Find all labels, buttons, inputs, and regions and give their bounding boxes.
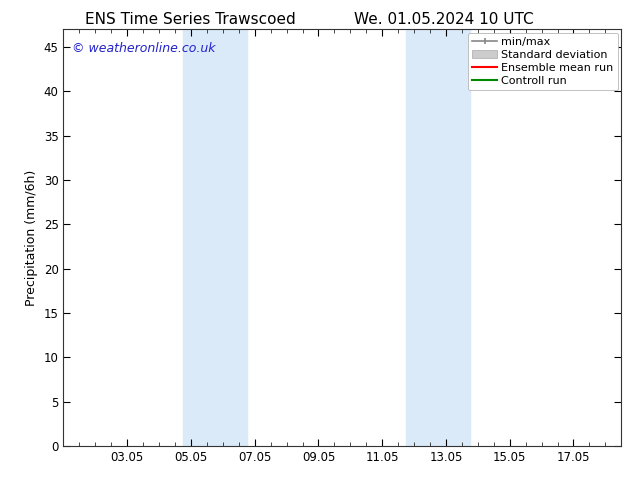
Text: © weatheronline.co.uk: © weatheronline.co.uk	[72, 42, 216, 55]
Text: ENS Time Series Trawscoed: ENS Time Series Trawscoed	[85, 12, 295, 27]
Bar	[406, 29, 470, 446]
Bar	[183, 29, 247, 446]
Text: We. 01.05.2024 10 UTC: We. 01.05.2024 10 UTC	[354, 12, 534, 27]
Legend: min/max, Standard deviation, Ensemble mean run, Controll run: min/max, Standard deviation, Ensemble me…	[468, 33, 618, 90]
Y-axis label: Precipitation (mm/6h): Precipitation (mm/6h)	[25, 170, 38, 306]
